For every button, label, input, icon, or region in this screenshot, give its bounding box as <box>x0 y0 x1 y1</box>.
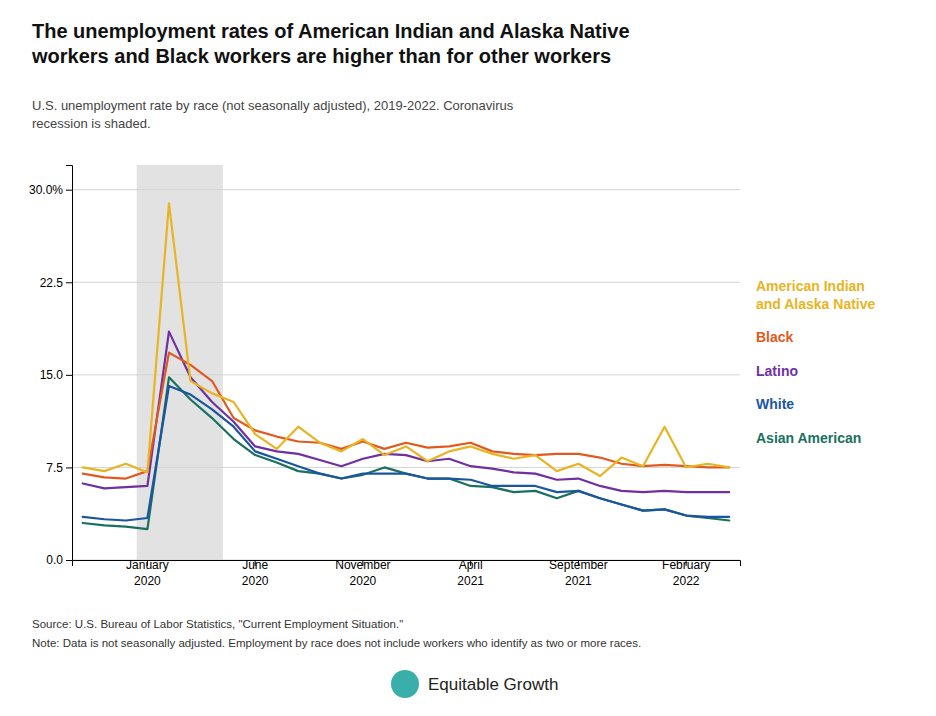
x-tick-label: January 2020 <box>126 558 169 588</box>
y-tick: 22.5 <box>40 276 72 290</box>
grid <box>72 190 740 560</box>
series-line <box>83 332 729 492</box>
text-line: 2020 <box>134 574 161 588</box>
y-tick-mark <box>66 467 72 468</box>
text-line: 2021 <box>565 574 592 588</box>
grid-line <box>72 560 740 561</box>
text-line: January <box>126 558 169 572</box>
x-axis-line <box>73 561 741 567</box>
y-tick-mark <box>66 560 72 561</box>
y-tick: 0.0 <box>46 553 72 567</box>
x-axis: January 2020 June 2020 November 2020 April 2021… <box>73 558 741 588</box>
legend-entry: Latino <box>756 363 798 379</box>
legend: American Indian and Alaska Native Black Lat… <box>756 278 876 446</box>
y-tick: 15.0 <box>40 368 72 382</box>
text-line: 2021 <box>457 574 484 588</box>
text-line: Latino <box>756 363 798 379</box>
series-line <box>83 353 729 479</box>
text-line: 2020 <box>350 574 377 588</box>
x-tick: January 2020 <box>126 558 169 588</box>
legend-entry: American Indian and Alaska Native <box>756 278 876 312</box>
chart: The unemployment rates of American India… <box>0 0 936 716</box>
y-tick-label: 0.0 <box>46 553 63 567</box>
y-axis: 0.0 7.5 15.0 22.5 30.0% <box>29 166 73 568</box>
x-tick-label: April 2021 <box>457 558 484 588</box>
text-line: February <box>662 558 710 572</box>
text-line: 2022 <box>673 574 700 588</box>
text-line: recession is shaded. <box>32 116 151 131</box>
y-tick-label: 15.0 <box>40 368 64 382</box>
text-line: September <box>549 558 608 572</box>
text-line: workers and Black workers are higher tha… <box>31 45 611 67</box>
text-line: and Alaska Native <box>756 296 876 312</box>
x-tick: February 2022 <box>662 558 710 588</box>
x-tick: April 2021 <box>457 558 484 588</box>
note: Note: Data is not seasonally adjusted. E… <box>32 637 641 649</box>
legend-entry: Asian American <box>756 430 861 446</box>
x-tick: November 2020 <box>335 558 390 588</box>
source: Source: U.S. Bureau of Labor Statistics,… <box>32 618 403 630</box>
text-line: Asian American <box>756 430 861 446</box>
y-tick: 7.5 <box>46 461 72 475</box>
x-tick-label: February 2022 <box>662 558 710 588</box>
y-tick-label: 30.0% <box>29 183 63 197</box>
text-line: June <box>242 558 268 572</box>
y-tick-mark <box>66 375 72 376</box>
subtitle: U.S. unemployment rate by race (not seas… <box>32 98 514 131</box>
y-tick-label: 7.5 <box>46 461 63 475</box>
y-axis-line <box>66 166 73 561</box>
series-line <box>83 386 729 521</box>
grid-line <box>72 467 740 468</box>
series-line <box>83 377 729 529</box>
y-tick-mark <box>66 282 72 283</box>
x-tick-label: September 2021 <box>549 558 608 588</box>
lines <box>83 203 729 529</box>
text-line: April <box>459 558 483 572</box>
y-tick-label: 22.5 <box>40 276 64 290</box>
legend-entry: White <box>756 396 794 412</box>
legend-entry: Black <box>756 329 794 345</box>
logo <box>391 670 419 698</box>
x-tick-label: June 2020 <box>242 558 269 588</box>
grid-line <box>72 374 740 375</box>
text-line: American Indian <box>756 278 865 294</box>
y-tick: 30.0% <box>29 183 72 197</box>
grid-line <box>72 282 740 283</box>
text-line: The unemployment rates of American India… <box>32 20 630 42</box>
title: The unemployment rates of American India… <box>31 20 630 67</box>
text-line: 2020 <box>242 574 269 588</box>
series-line <box>83 203 729 476</box>
credit: Equitable Growth <box>428 675 558 694</box>
plot-area <box>72 165 740 560</box>
text-line: U.S. unemployment rate by race (not seas… <box>32 98 514 113</box>
y-tick-mark <box>66 190 72 191</box>
grid-line <box>72 189 740 190</box>
x-tick: September 2021 <box>549 558 608 588</box>
x-tick-label: November 2020 <box>335 558 390 588</box>
text-line: November <box>335 558 390 572</box>
x-tick: June 2020 <box>242 558 269 588</box>
text-line: Black <box>756 329 794 345</box>
text-line: White <box>756 396 794 412</box>
